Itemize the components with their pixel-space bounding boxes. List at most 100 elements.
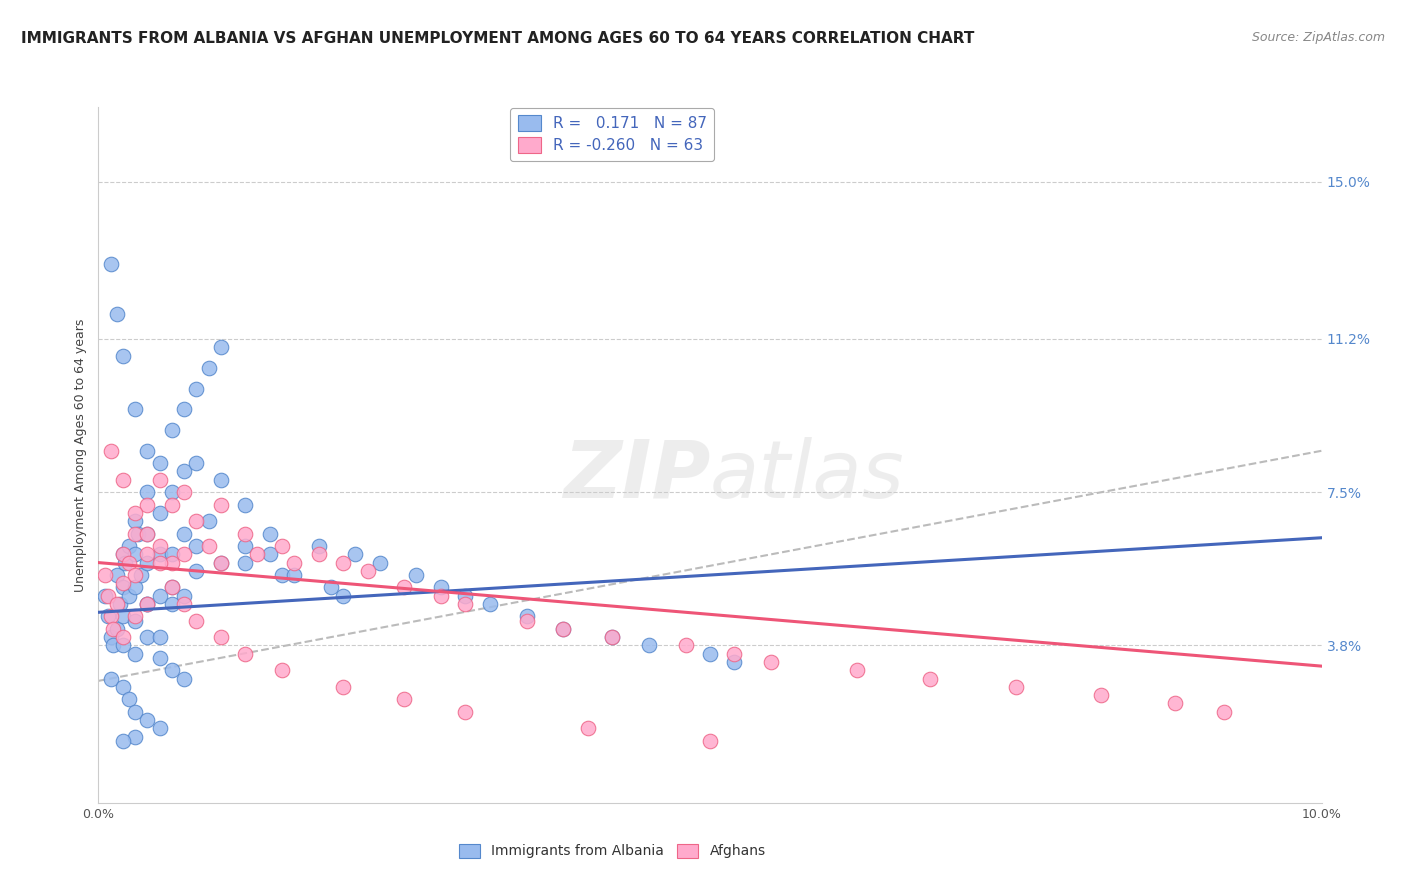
Point — [111, 576, 134, 591]
Point — [173, 465, 195, 479]
Point — [723, 655, 745, 669]
Point — [100, 257, 122, 271]
Point — [149, 539, 172, 553]
Point — [149, 456, 172, 470]
Point — [553, 622, 575, 636]
Point — [111, 547, 134, 561]
Point — [283, 556, 305, 570]
Point — [105, 568, 128, 582]
Point — [332, 680, 354, 694]
Point — [160, 547, 183, 561]
Point — [173, 526, 195, 541]
Point — [136, 597, 159, 611]
Point — [124, 402, 146, 417]
Point — [430, 589, 453, 603]
Point — [160, 498, 183, 512]
Point — [111, 680, 134, 694]
Point — [124, 647, 146, 661]
Point — [637, 639, 661, 653]
Point — [149, 630, 172, 644]
Point — [516, 614, 538, 628]
Text: atlas: atlas — [710, 437, 905, 515]
Point — [124, 526, 146, 541]
Point — [111, 581, 134, 595]
Point — [209, 340, 232, 354]
Point — [173, 485, 195, 500]
Text: IMMIGRANTS FROM ALBANIA VS AFGHAN UNEMPLOYMENT AMONG AGES 60 TO 64 YEARS CORRELA: IMMIGRANTS FROM ALBANIA VS AFGHAN UNEMPL… — [21, 31, 974, 46]
Point — [100, 609, 122, 624]
Point — [149, 556, 172, 570]
Point — [160, 597, 183, 611]
Point — [1164, 697, 1187, 711]
Point — [160, 485, 183, 500]
Point — [246, 547, 269, 561]
Point — [209, 498, 232, 512]
Point — [129, 568, 152, 582]
Point — [136, 556, 159, 570]
Point — [1212, 705, 1234, 719]
Point — [136, 498, 159, 512]
Point — [124, 730, 146, 744]
Point — [105, 597, 128, 611]
Point — [233, 539, 256, 553]
Point — [114, 556, 136, 570]
Point — [124, 705, 146, 719]
Point — [308, 547, 330, 561]
Point — [186, 382, 208, 396]
Point — [118, 556, 141, 570]
Point — [576, 721, 599, 735]
Point — [430, 581, 453, 595]
Point — [118, 539, 141, 553]
Point — [270, 539, 292, 553]
Point — [111, 547, 134, 561]
Point — [136, 526, 159, 541]
Point — [186, 564, 208, 578]
Point — [845, 663, 868, 677]
Y-axis label: Unemployment Among Ages 60 to 64 years: Unemployment Among Ages 60 to 64 years — [75, 318, 87, 591]
Point — [516, 609, 538, 624]
Point — [454, 597, 477, 611]
Point — [759, 655, 782, 669]
Point — [600, 630, 623, 644]
Point — [160, 581, 183, 595]
Point — [124, 547, 146, 561]
Legend: Immigrants from Albania, Afghans: Immigrants from Albania, Afghans — [451, 837, 772, 865]
Point — [209, 556, 232, 570]
Point — [392, 581, 416, 595]
Point — [111, 609, 134, 624]
Point — [136, 526, 159, 541]
Point — [101, 622, 124, 636]
Point — [405, 568, 427, 582]
Point — [136, 443, 159, 458]
Point — [136, 597, 159, 611]
Point — [1090, 688, 1112, 702]
Point — [105, 622, 128, 636]
Point — [110, 597, 132, 611]
Point — [118, 692, 141, 706]
Point — [118, 589, 141, 603]
Point — [160, 556, 183, 570]
Point — [124, 609, 146, 624]
Point — [136, 597, 159, 611]
Point — [344, 547, 367, 561]
Point — [93, 589, 115, 603]
Point — [124, 514, 146, 528]
Point — [233, 526, 256, 541]
Point — [173, 402, 195, 417]
Point — [356, 564, 378, 578]
Point — [149, 473, 172, 487]
Point — [283, 568, 305, 582]
Point — [111, 733, 134, 747]
Point — [124, 614, 146, 628]
Point — [111, 639, 134, 653]
Point — [454, 589, 477, 603]
Point — [149, 651, 172, 665]
Point — [124, 506, 146, 520]
Point — [197, 361, 219, 376]
Point — [368, 556, 391, 570]
Point — [100, 672, 122, 686]
Point — [233, 556, 256, 570]
Point — [197, 514, 219, 528]
Point — [173, 672, 195, 686]
Point — [127, 526, 149, 541]
